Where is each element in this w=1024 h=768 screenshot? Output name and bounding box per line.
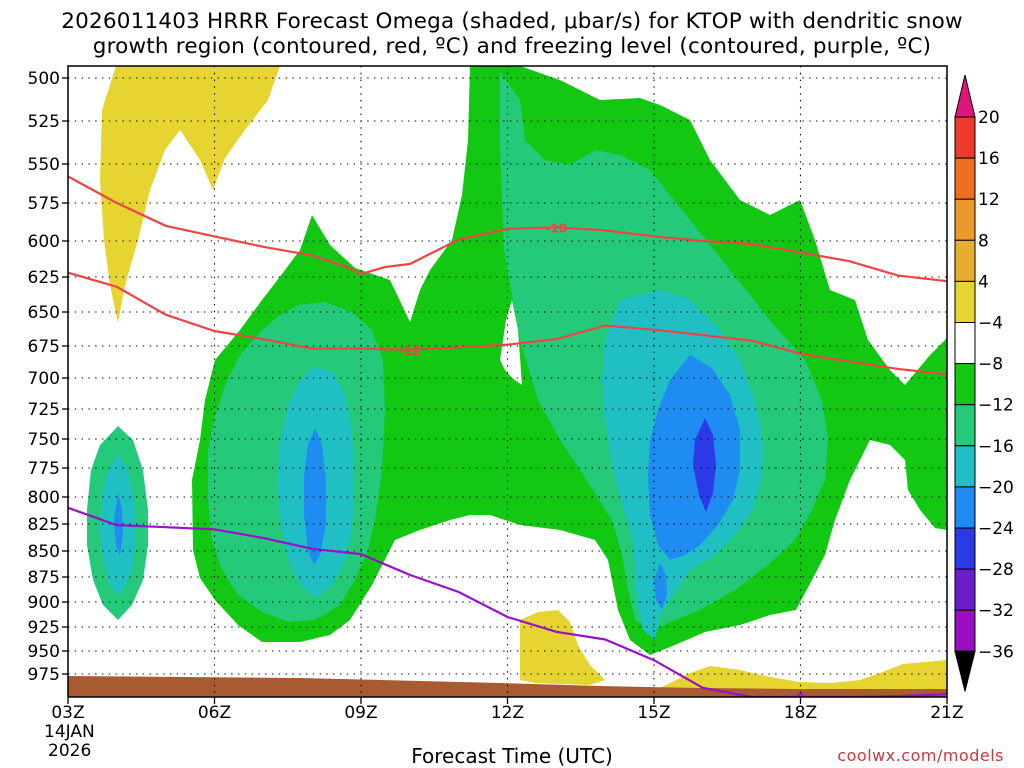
colorbar-label-4: 4 bbox=[978, 272, 989, 292]
y-tick-label-750: 750 bbox=[28, 430, 60, 450]
shading-layer bbox=[68, 66, 947, 697]
shade-cm20_m16-small bbox=[114, 492, 123, 555]
colorbar-band-7 bbox=[954, 404, 976, 447]
shade-cm20_m16-speck bbox=[654, 563, 667, 610]
y-tick-label-800: 800 bbox=[28, 488, 60, 508]
y-tick-label-550: 550 bbox=[28, 155, 60, 175]
x-tick-label-06Z: 06Z bbox=[198, 703, 231, 723]
colorbar-label-3: 8 bbox=[978, 231, 989, 251]
colorbar-band-4 bbox=[954, 280, 976, 323]
y-axis: 500 525 550 575 600 625 650 675 700 725 750 775 800 8… bbox=[28, 69, 68, 685]
colorbar-label-1: 16 bbox=[978, 149, 1000, 169]
y-tick-label-575: 575 bbox=[28, 194, 60, 214]
dgz-contour-line-0 bbox=[68, 175, 947, 283]
colorbar-label-6: −8 bbox=[978, 355, 1003, 375]
x-tick-label-03Z: 03Z bbox=[51, 703, 84, 723]
shade-cm20_m16-left bbox=[304, 428, 326, 565]
y-tick-label-500: 500 bbox=[28, 69, 60, 89]
freezing-level-contour-line-0 bbox=[68, 506, 947, 697]
y-tick-label-725: 725 bbox=[28, 400, 60, 420]
colorbar-label-9: −20 bbox=[978, 478, 1014, 498]
credit-text: coolwx.com/models bbox=[837, 746, 1004, 765]
shade-cm24_m20 bbox=[693, 418, 716, 512]
dgz-contour-label-0: -18 bbox=[545, 221, 567, 235]
y-tick-label-600: 600 bbox=[28, 232, 60, 252]
colorbar-band-10 bbox=[954, 527, 976, 570]
x-start-year-label: 2026 bbox=[48, 741, 91, 761]
colorbar-under-triangle bbox=[954, 650, 976, 692]
y-tick-label-825: 825 bbox=[28, 515, 60, 535]
colorbar-label-7: −12 bbox=[978, 396, 1014, 416]
shade-c0_4-topleft bbox=[100, 66, 280, 323]
shade-c0_4-lowcenter bbox=[520, 610, 605, 685]
chart-title-line-2: growth region (contoured, red, ºC) and f… bbox=[92, 34, 932, 59]
colorbar-label-2: 12 bbox=[978, 190, 1000, 210]
colorbar-band-2 bbox=[954, 198, 976, 241]
colorbar-over-triangle bbox=[954, 74, 976, 118]
colorbar-label-0: 20 bbox=[978, 108, 1000, 128]
colorbar-label-5: −4 bbox=[978, 314, 1003, 334]
y-tick-label-875: 875 bbox=[28, 568, 60, 588]
y-tick-label-900: 900 bbox=[28, 593, 60, 613]
y-tick-label-975: 975 bbox=[28, 665, 60, 685]
colorbar-label-8: −16 bbox=[978, 437, 1014, 457]
colorbar-label-11: −28 bbox=[978, 560, 1014, 580]
y-tick-label-625: 625 bbox=[28, 268, 60, 288]
colorbar-band-9 bbox=[954, 486, 976, 529]
x-tick-label-18Z: 18Z bbox=[784, 703, 817, 723]
colorbar-band-6 bbox=[954, 363, 976, 406]
y-tick-label-775: 775 bbox=[28, 459, 60, 479]
x-tick-label-09Z: 09Z bbox=[344, 703, 377, 723]
x-tick-label-21Z: 21Z bbox=[930, 703, 963, 723]
y-tick-label-675: 675 bbox=[28, 337, 60, 357]
colorbar-band-1 bbox=[954, 157, 976, 200]
shade-c0_4-lowright bbox=[660, 660, 947, 697]
y-tick-label-850: 850 bbox=[28, 542, 60, 562]
y-tick-label-950: 950 bbox=[28, 642, 60, 662]
colorbar-band-5 bbox=[954, 322, 976, 365]
freezing-level-contour-label-0: 0 bbox=[796, 691, 804, 705]
colorbar-label-10: −24 bbox=[978, 519, 1014, 539]
colorbar-band-11 bbox=[954, 568, 976, 611]
x-start-date-label: 14JAN bbox=[44, 722, 95, 742]
y-tick-label-525: 525 bbox=[28, 112, 60, 132]
dgz-contour-line-1 bbox=[68, 271, 947, 376]
x-axis: 03Z 06Z 09Z 12Z 15Z 18Z 21Z bbox=[51, 697, 964, 723]
x-tick-label-15Z: 15Z bbox=[637, 703, 670, 723]
colorbar: 20 16 12 8 4 −4 −8 −12 −16 −20 −24 −28 −32 −36 bbox=[954, 74, 1014, 692]
x-axis-title: Forecast Time (UTC) bbox=[411, 744, 613, 768]
colorbar-label-12: −32 bbox=[978, 601, 1014, 621]
x-tick-label-12Z: 12Z bbox=[491, 703, 524, 723]
colorbar-band-3 bbox=[954, 239, 976, 282]
colorbar-band-12 bbox=[954, 609, 976, 652]
y-tick-label-650: 650 bbox=[28, 303, 60, 323]
chart-title-line-1: 2026011403 HRRR Forecast Omega (shaded, … bbox=[61, 9, 963, 34]
dgz-contour-label-1: -12 bbox=[399, 344, 421, 358]
colorbar-band-0 bbox=[954, 116, 976, 159]
shade-cm4_4-hole bbox=[500, 300, 522, 385]
y-tick-label-700: 700 bbox=[28, 369, 60, 389]
colorbar-label-13: −36 bbox=[978, 642, 1014, 662]
contour-layer: -18 -12 0 bbox=[68, 175, 947, 705]
y-tick-label-925: 925 bbox=[28, 618, 60, 638]
colorbar-band-8 bbox=[954, 445, 976, 488]
